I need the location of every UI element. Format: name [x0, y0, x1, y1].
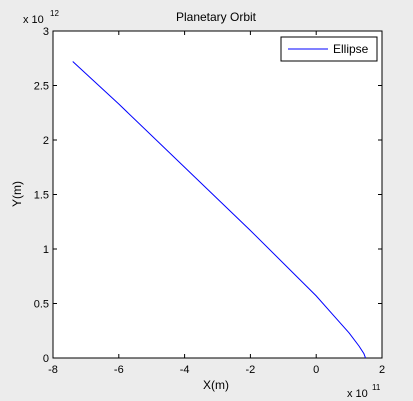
x-tick-label: 2 — [379, 364, 385, 376]
y-tick-label: 3 — [43, 26, 49, 38]
y-tick-label: 1.5 — [34, 190, 49, 202]
y-tick-label: 2.5 — [34, 81, 49, 93]
legend: Ellipse — [280, 36, 378, 62]
series-line-ellipse — [72, 61, 367, 359]
x-axis-ticks: -8 -6 -4 -2 0 2 — [48, 31, 385, 376]
y-exponent-base: x 10 — [23, 14, 44, 26]
y-tick-label: 0.5 — [34, 299, 49, 311]
y-exponent-power: 12 — [50, 9, 59, 18]
y-tick-label: 2 — [43, 135, 49, 147]
y-tick-label: 0 — [43, 353, 49, 365]
legend-label-ellipse: Ellipse — [333, 42, 369, 56]
y-tick-label: 1 — [43, 244, 49, 256]
plot-area — [52, 30, 383, 359]
y-axis-ticks: 0 0.5 1 1.5 2 2.5 3 — [34, 26, 382, 365]
x-tick-label: -4 — [180, 364, 190, 376]
x-exponent-base: x 10 — [347, 388, 368, 400]
x-exponent-power: 11 — [372, 383, 381, 392]
x-tick-label: 0 — [313, 364, 319, 376]
series-group — [72, 61, 367, 359]
x-axis-label: X(m) — [203, 378, 229, 392]
x-tick-label: -6 — [114, 364, 124, 376]
y-axis-label: Y(m) — [10, 181, 24, 207]
chart-title: Planetary Orbit — [176, 10, 257, 24]
x-tick-label: -8 — [48, 364, 58, 376]
x-tick-label: -2 — [246, 364, 256, 376]
